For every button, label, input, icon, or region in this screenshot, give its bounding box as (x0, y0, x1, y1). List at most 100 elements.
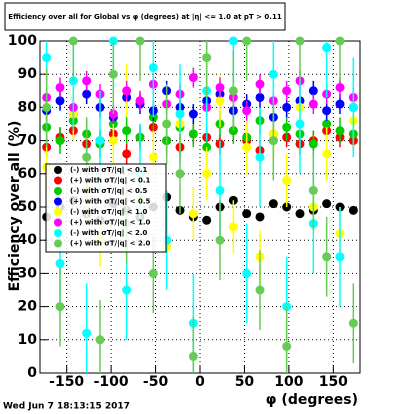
data-point (322, 119, 332, 129)
data-point (188, 73, 198, 83)
data-point (55, 96, 65, 106)
legend-box (45, 163, 167, 253)
data-point (308, 185, 318, 195)
data-point (175, 109, 185, 119)
data-point (335, 126, 345, 136)
legend-label: (-) with σT/|q| < 2.0 (70, 229, 148, 238)
legend-label: (+) with σT/|q| < 1.0 (70, 219, 151, 228)
data-point (282, 175, 292, 185)
legend-marker (54, 166, 62, 174)
x-tick-label: -150 (49, 374, 84, 390)
data-point (242, 142, 252, 152)
x-tick-label: 150 (319, 374, 348, 390)
data-point (42, 102, 52, 112)
y-tick-label: 10 (18, 332, 38, 348)
data-point (148, 152, 158, 162)
data-point (215, 96, 225, 106)
legend-label: (+) with σT/|q| < 0.1 (70, 177, 151, 186)
y-tick-label: 70 (18, 133, 38, 149)
data-point (122, 285, 132, 295)
data-point (348, 318, 358, 328)
data-point (282, 122, 292, 132)
data-point (55, 136, 65, 146)
legend-marker (54, 208, 62, 216)
legend-label: (+) with σT/|q| < 2.0 (70, 240, 151, 249)
data-point (188, 109, 198, 119)
data-point (322, 199, 332, 209)
data-point (188, 209, 198, 219)
data-point (55, 258, 65, 268)
data-point (122, 126, 132, 136)
y-tick-label: 30 (18, 265, 38, 281)
data-point (82, 89, 92, 99)
data-point (55, 82, 65, 92)
data-point (108, 69, 118, 79)
data-point (255, 79, 265, 89)
data-point (228, 36, 238, 46)
data-point (95, 136, 105, 146)
y-tick-label: 20 (18, 299, 38, 315)
legend-marker (54, 229, 62, 237)
data-point (268, 199, 278, 209)
x-tick-label: 100 (274, 374, 303, 390)
data-point (228, 86, 238, 96)
data-point (202, 53, 212, 63)
x-tick-label: -100 (94, 374, 129, 390)
data-point (202, 169, 212, 179)
y-tick-label: 100 (8, 33, 37, 49)
legend-label: (-) with σT/|q| < 1.0 (70, 208, 148, 217)
legend-label: (-) with σT/|q| < 0.5 (70, 187, 148, 196)
x-tick-label: 0 (195, 374, 205, 390)
y-tick-label: 80 (18, 99, 38, 115)
data-point (188, 129, 198, 139)
data-point (322, 43, 332, 53)
data-point (295, 36, 305, 46)
data-point (282, 102, 292, 112)
data-point (215, 185, 225, 195)
data-point (242, 268, 252, 278)
y-tick-label: 40 (18, 232, 38, 248)
data-point (282, 86, 292, 96)
data-point (202, 215, 212, 225)
data-point (268, 136, 278, 146)
data-point (55, 302, 65, 312)
legend-label: (+) with σT/|q| < 0.5 (70, 198, 151, 207)
data-point (308, 99, 318, 109)
data-point (42, 53, 52, 63)
data-point (188, 351, 198, 361)
data-point (162, 119, 172, 129)
data-point (148, 63, 158, 73)
x-tick-label: -50 (143, 374, 169, 390)
data-point (108, 136, 118, 146)
legend-label: (-) with σT/|q| < 0.1 (70, 166, 148, 175)
y-tick-label: 50 (18, 199, 38, 215)
data-point (295, 119, 305, 129)
data-point (228, 222, 238, 232)
footer: Wed Jun 7 18:13:15 2017 (3, 402, 130, 412)
legend-marker (54, 176, 62, 185)
data-point (82, 76, 92, 86)
data-point (175, 169, 185, 179)
data-point (335, 252, 345, 262)
data-point (95, 335, 105, 345)
data-point (122, 86, 132, 96)
y-tick-label: 90 (18, 66, 38, 82)
data-point (335, 82, 345, 92)
legend-marker (54, 197, 62, 206)
data-point (82, 328, 92, 338)
legend-marker (54, 218, 62, 227)
data-point (242, 106, 252, 116)
data-point (268, 69, 278, 79)
y-tick-label: 0 (27, 365, 37, 381)
data-point (322, 149, 332, 159)
data-point (255, 285, 265, 295)
data-point (282, 341, 292, 351)
data-point (335, 99, 345, 109)
chart-title: Efficiency over all for Global vs φ (deg… (8, 13, 282, 22)
data-point (135, 36, 145, 46)
data-point (82, 152, 92, 162)
x-tick-label: 50 (235, 374, 255, 390)
data-point (322, 106, 332, 116)
data-point (68, 36, 78, 46)
data-point (255, 212, 265, 222)
